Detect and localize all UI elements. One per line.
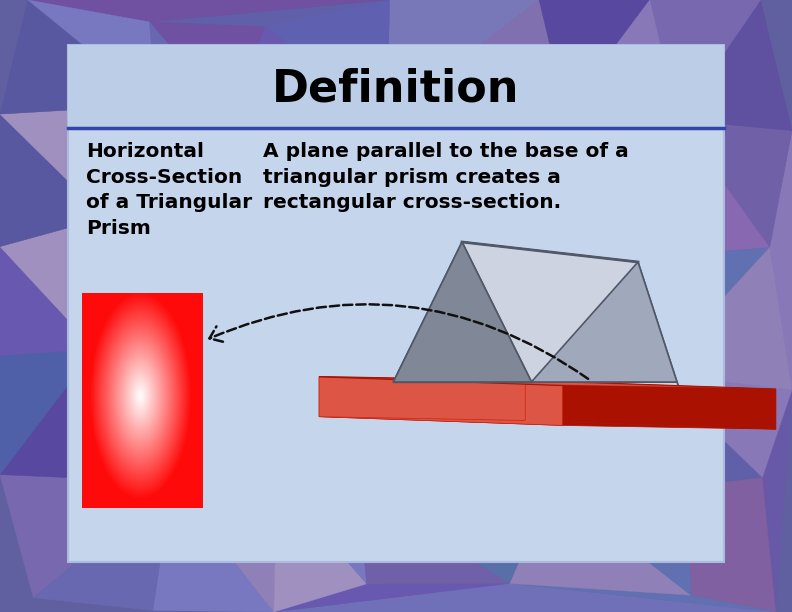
- Polygon shape: [387, 112, 566, 256]
- Polygon shape: [105, 105, 233, 218]
- Polygon shape: [172, 370, 277, 482]
- Polygon shape: [150, 0, 390, 27]
- Polygon shape: [150, 22, 265, 121]
- Polygon shape: [649, 0, 760, 120]
- Polygon shape: [358, 384, 551, 490]
- Polygon shape: [274, 583, 775, 612]
- Polygon shape: [654, 373, 792, 478]
- Polygon shape: [248, 370, 362, 482]
- Polygon shape: [502, 382, 690, 422]
- Polygon shape: [358, 490, 509, 584]
- Polygon shape: [150, 22, 233, 121]
- Polygon shape: [0, 114, 105, 247]
- Polygon shape: [516, 373, 654, 486]
- Polygon shape: [444, 380, 649, 386]
- Polygon shape: [398, 379, 695, 387]
- Text: Definition: Definition: [272, 67, 520, 110]
- Polygon shape: [235, 218, 363, 379]
- Polygon shape: [28, 0, 390, 22]
- Polygon shape: [387, 0, 566, 117]
- Polygon shape: [504, 256, 654, 384]
- Polygon shape: [95, 247, 248, 370]
- FancyArrowPatch shape: [209, 304, 588, 379]
- Polygon shape: [353, 378, 741, 388]
- Polygon shape: [539, 0, 649, 112]
- Polygon shape: [33, 482, 172, 610]
- Polygon shape: [105, 121, 235, 247]
- Polygon shape: [678, 120, 792, 248]
- Polygon shape: [0, 474, 172, 598]
- Polygon shape: [654, 248, 792, 390]
- Polygon shape: [362, 218, 504, 379]
- Polygon shape: [362, 256, 516, 384]
- Polygon shape: [358, 486, 551, 583]
- Polygon shape: [0, 247, 95, 356]
- Polygon shape: [551, 373, 686, 487]
- Polygon shape: [678, 0, 792, 130]
- Polygon shape: [0, 349, 95, 474]
- Polygon shape: [504, 112, 661, 256]
- Polygon shape: [566, 112, 678, 256]
- Polygon shape: [277, 379, 362, 490]
- Polygon shape: [0, 349, 172, 482]
- Polygon shape: [762, 390, 792, 612]
- Polygon shape: [153, 482, 274, 612]
- Polygon shape: [0, 105, 157, 218]
- Polygon shape: [274, 482, 367, 612]
- Polygon shape: [462, 242, 677, 382]
- Polygon shape: [172, 482, 277, 612]
- Polygon shape: [531, 262, 677, 382]
- Polygon shape: [95, 349, 248, 482]
- Polygon shape: [661, 120, 770, 256]
- FancyBboxPatch shape: [68, 45, 724, 562]
- Polygon shape: [654, 248, 770, 373]
- Polygon shape: [319, 377, 562, 425]
- Polygon shape: [770, 130, 792, 390]
- Polygon shape: [235, 247, 362, 379]
- Polygon shape: [691, 478, 775, 612]
- Polygon shape: [274, 583, 509, 612]
- Polygon shape: [277, 482, 367, 584]
- Polygon shape: [319, 417, 776, 429]
- Polygon shape: [531, 382, 690, 422]
- Polygon shape: [382, 382, 538, 405]
- Polygon shape: [509, 583, 775, 612]
- Polygon shape: [265, 0, 390, 117]
- Polygon shape: [233, 117, 387, 218]
- Polygon shape: [551, 486, 691, 595]
- Polygon shape: [394, 242, 531, 382]
- Polygon shape: [504, 256, 661, 373]
- Polygon shape: [382, 382, 531, 415]
- Polygon shape: [525, 381, 776, 429]
- Polygon shape: [28, 0, 157, 105]
- Text: A plane parallel to the base of a
triangular prism creates a
rectangular cross-s: A plane parallel to the base of a triang…: [263, 142, 629, 212]
- Polygon shape: [509, 486, 691, 595]
- Polygon shape: [358, 379, 516, 490]
- Polygon shape: [566, 0, 678, 120]
- Polygon shape: [233, 121, 363, 247]
- Polygon shape: [686, 478, 762, 595]
- Bar: [68, 45, 724, 128]
- Polygon shape: [319, 377, 525, 420]
- Polygon shape: [394, 242, 638, 382]
- Polygon shape: [319, 377, 776, 389]
- Polygon shape: [95, 218, 235, 349]
- Polygon shape: [0, 218, 105, 349]
- Text: Horizontal
Cross-Section
of a Triangular
Prism: Horizontal Cross-Section of a Triangular…: [86, 142, 252, 238]
- Polygon shape: [363, 117, 504, 256]
- Polygon shape: [233, 27, 387, 121]
- Polygon shape: [382, 395, 690, 422]
- Polygon shape: [0, 0, 157, 114]
- Polygon shape: [654, 373, 762, 487]
- Polygon shape: [387, 0, 539, 117]
